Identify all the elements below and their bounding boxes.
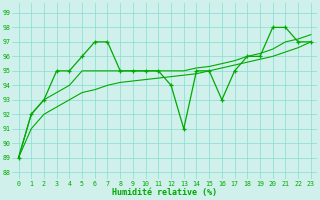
X-axis label: Humidité relative (%): Humidité relative (%) bbox=[112, 188, 217, 197]
